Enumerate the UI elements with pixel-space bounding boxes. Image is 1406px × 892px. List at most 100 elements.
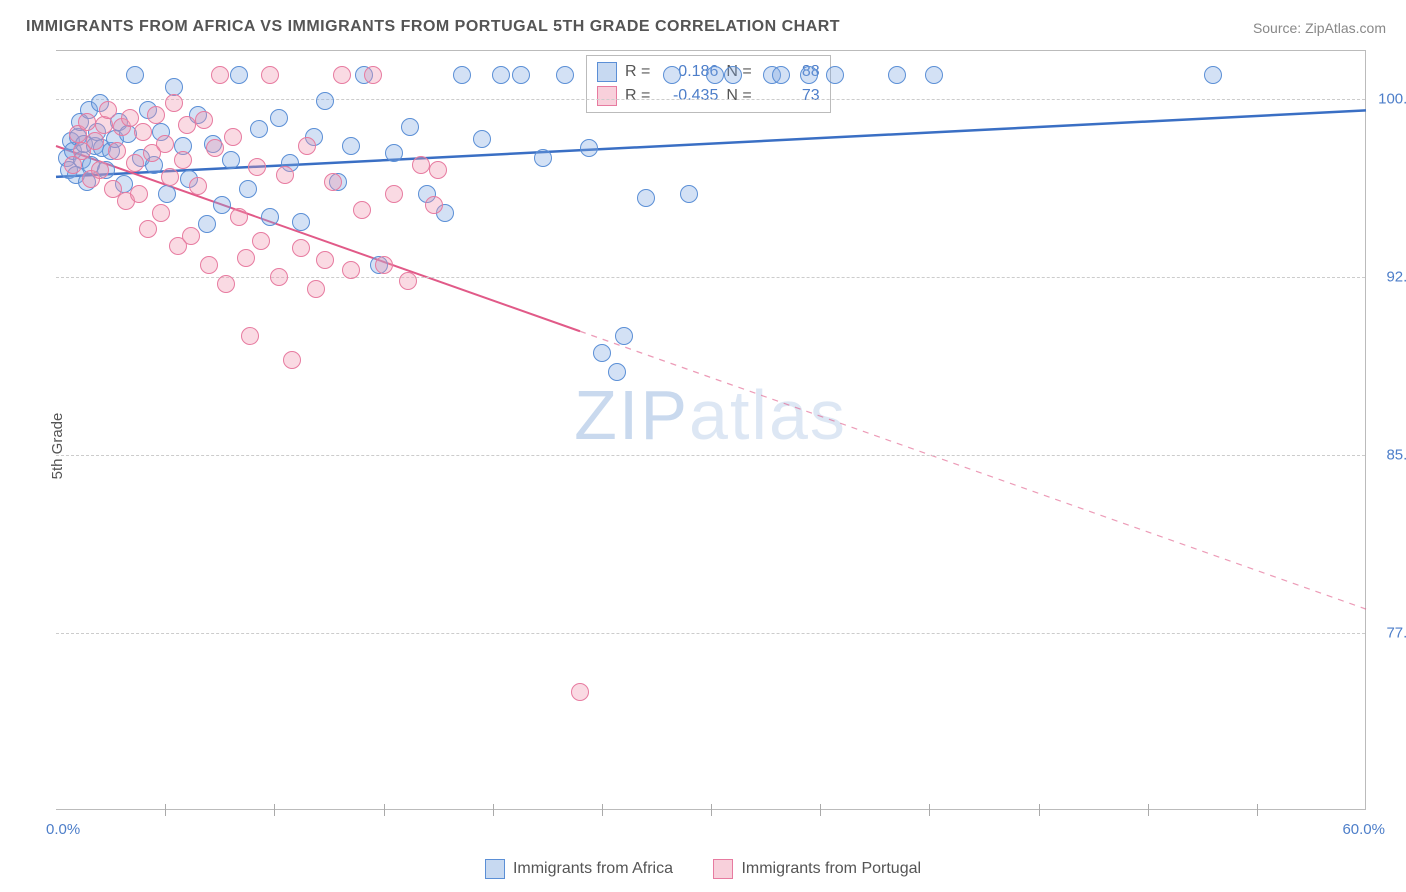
scatter-point [161,168,179,186]
legend-item-africa: Immigrants from Africa [485,859,673,879]
scatter-point [250,120,268,138]
swatch-blue-icon [485,859,505,879]
scatter-point [307,280,325,298]
scatter-point [580,139,598,157]
swatch-pink-icon [597,86,617,106]
y-tick-label: 100.0% [1378,90,1406,107]
scatter-point [1204,66,1222,84]
scatter-point [178,116,196,134]
scatter-point [425,196,443,214]
scatter-point [826,66,844,84]
trend-line-solid [56,146,580,331]
scatter-point [156,135,174,153]
scatter-point [237,249,255,267]
scatter-point [316,251,334,269]
scatter-point [248,158,266,176]
x-tick-end: 60.0% [1342,821,1385,838]
correlation-legend: R = 0.186 N = 88 R = -0.435 N = 73 [586,55,831,113]
scatter-point [800,66,818,84]
scatter-point [473,130,491,148]
scatter-point [165,78,183,96]
legend-row-portugal: R = -0.435 N = 73 [597,84,820,108]
gridline [56,277,1365,278]
x-tick-mark [384,804,385,816]
scatter-point [342,261,360,279]
scatter-point [174,151,192,169]
source-prefix: Source: [1253,20,1305,36]
scatter-point [534,149,552,167]
scatter-point [364,66,382,84]
scatter-point [91,161,109,179]
x-tick-mark [602,804,603,816]
scatter-point [593,344,611,362]
scatter-point [108,142,126,160]
scatter-point [213,196,231,214]
scatter-point [189,177,207,195]
legend-label-portugal: Immigrants from Portugal [741,860,921,878]
scatter-point [571,683,589,701]
scatter-point [401,118,419,136]
scatter-point [195,111,213,129]
x-tick-start: 0.0% [46,821,80,838]
scatter-point [158,185,176,203]
scatter-point [724,66,742,84]
scatter-point [637,189,655,207]
scatter-point [270,109,288,127]
y-tick-label: 77.5% [1386,624,1406,641]
scatter-point [324,173,342,191]
plot-area: ZIPatlas R = 0.186 N = 88 R = -0.435 N =… [56,50,1366,810]
scatter-point [556,66,574,84]
scatter-point [512,66,530,84]
scatter-point [608,363,626,381]
scatter-point [261,208,279,226]
scatter-point [147,106,165,124]
scatter-point [772,66,790,84]
scatter-point [239,180,257,198]
x-tick-mark [493,804,494,816]
gridline [56,633,1365,634]
source-name: ZipAtlas.com [1305,20,1386,36]
scatter-point [86,132,104,150]
chart-container: IMMIGRANTS FROM AFRICA VS IMMIGRANTS FRO… [0,0,1406,892]
scatter-point [224,128,242,146]
x-tick-mark [165,804,166,816]
x-tick-mark [929,804,930,816]
scatter-point [261,66,279,84]
scatter-point [680,185,698,203]
scatter-point [283,351,301,369]
y-tick-label: 92.5% [1386,268,1406,285]
x-tick-mark [1148,804,1149,816]
scatter-point [211,66,229,84]
scatter-point [353,201,371,219]
scatter-point [270,268,288,286]
scatter-point [252,232,270,250]
scatter-point [165,94,183,112]
scatter-point [615,327,633,345]
scatter-point [99,101,117,119]
scatter-point [152,204,170,222]
scatter-point [217,275,235,293]
x-tick-mark [1039,804,1040,816]
x-tick-mark [711,804,712,816]
scatter-point [126,66,144,84]
scatter-point [342,137,360,155]
scatter-point [385,144,403,162]
r-label: R = [625,60,650,84]
scatter-point [706,66,724,84]
scatter-point [121,109,139,127]
swatch-pink-icon [713,859,733,879]
scatter-point [375,256,393,274]
scatter-point [333,66,351,84]
legend-label-africa: Immigrants from Africa [513,860,673,878]
scatter-point [298,137,316,155]
scatter-point [200,256,218,274]
scatter-point [222,151,240,169]
n-value-portugal: 73 [760,84,820,108]
r-label: R = [625,84,650,108]
scatter-point [206,139,224,157]
scatter-point [139,220,157,238]
scatter-point [78,113,96,131]
scatter-point [453,66,471,84]
r-value-portugal: -0.435 [658,84,718,108]
x-tick-mark [820,804,821,816]
